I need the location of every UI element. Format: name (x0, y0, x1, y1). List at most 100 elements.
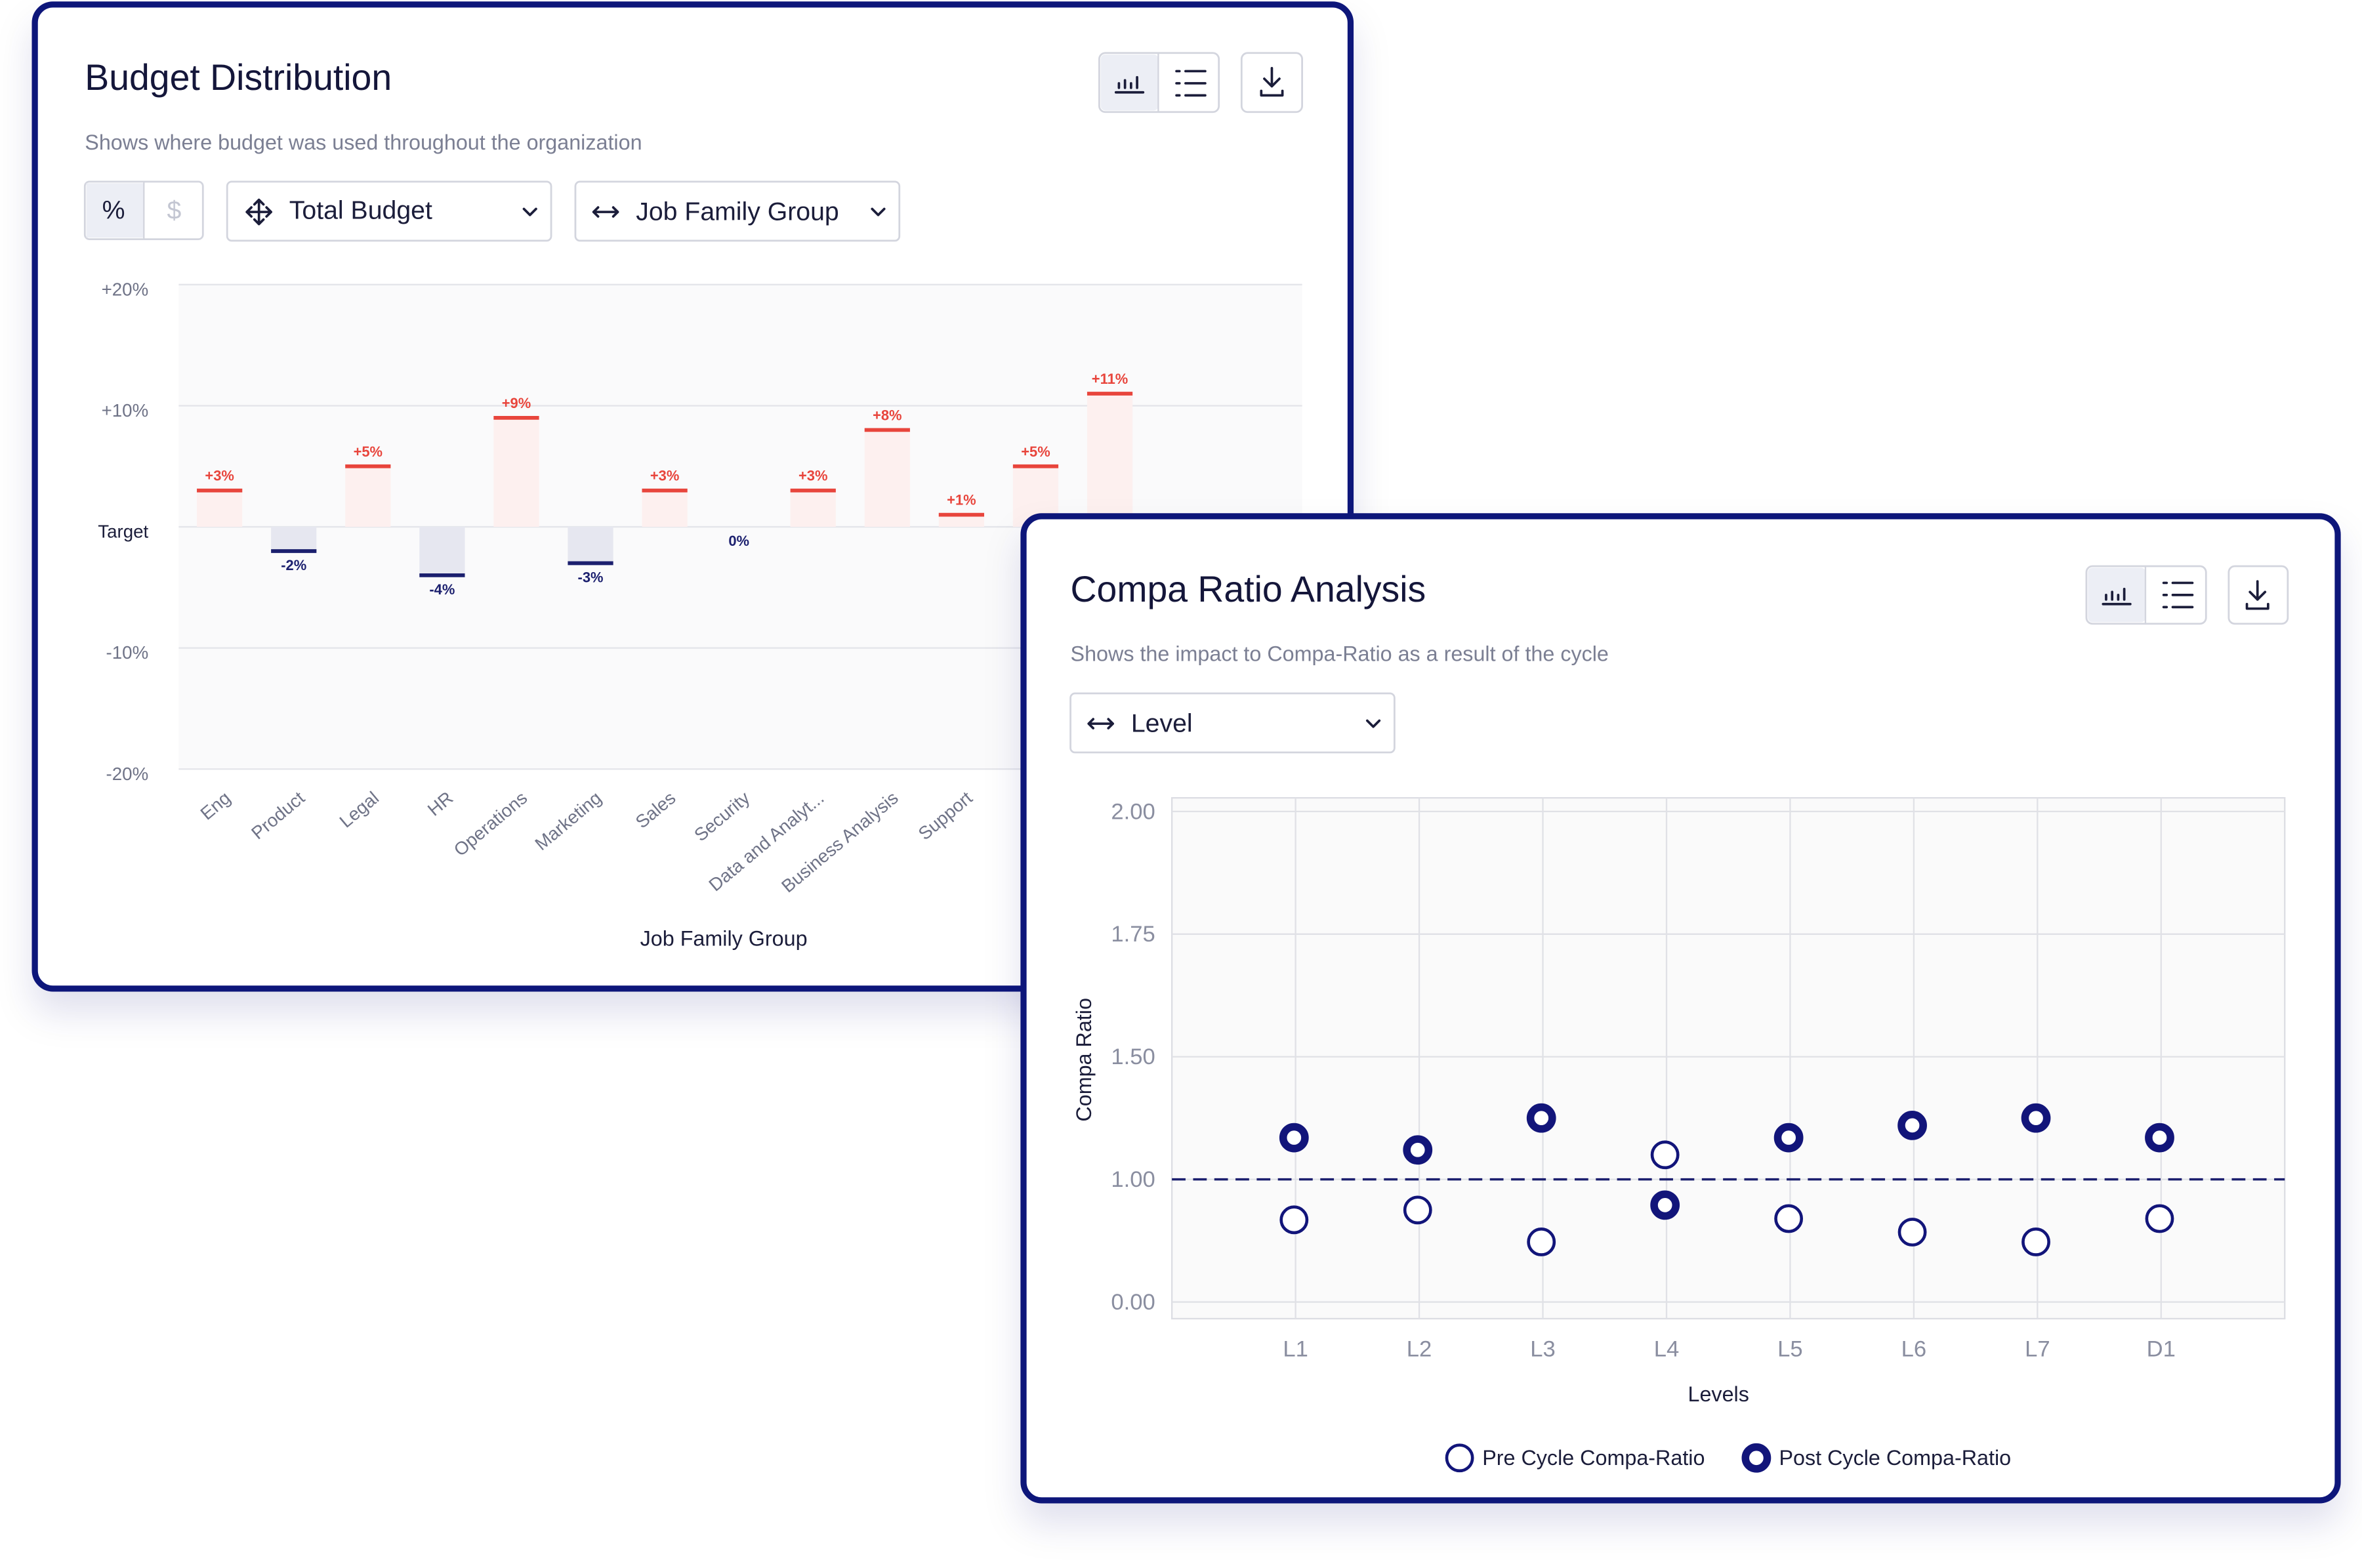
chevron (522, 207, 537, 217)
point (1774, 1204, 1804, 1233)
bar (938, 514, 985, 527)
point (2021, 1228, 2050, 1256)
y-tick-label: 0.00 (1111, 1290, 1155, 1315)
x-tick-label: D1 (2147, 1337, 2176, 1362)
x-axis-title: Job Family Group (640, 927, 808, 951)
value-label: +3% (798, 468, 827, 484)
value-label: -3% (578, 569, 604, 585)
y-tick-label: 1.00 (1111, 1167, 1155, 1192)
compa-plot: 0.00 1.00 1.50 1.75 2.00 L1 L2 L3 L4 L5 L6 L7 D1 (1111, 798, 2285, 1362)
point (1897, 1111, 1927, 1140)
dropdown-frame[interactable] (1069, 692, 1396, 754)
point (1526, 1103, 1556, 1133)
bar (271, 527, 317, 551)
bar (493, 417, 539, 527)
y-tick-label: 1.75 (1111, 922, 1155, 947)
dropdown-value[interactable]: Level (1131, 709, 1193, 738)
value-label: +11% (1092, 371, 1128, 387)
y-tick-label: -10% (106, 642, 149, 663)
legend-label: Pre Cycle Compa-Ratio (1482, 1446, 1705, 1470)
point (1650, 1190, 1680, 1220)
toggle-active[interactable] (1100, 54, 1159, 111)
value-label: -2% (281, 557, 306, 573)
value-label: 0% (728, 533, 749, 549)
download-button[interactable] (2227, 565, 2289, 625)
list-icon[interactable] (1175, 70, 1207, 97)
x-tick-label: L3 (1530, 1337, 1556, 1362)
x-tick-label: L1 (1283, 1337, 1308, 1362)
x-tick-label: L7 (2025, 1337, 2050, 1362)
dropdown-value[interactable]: Total Budget (289, 196, 432, 224)
point (1527, 1228, 1556, 1256)
bar (419, 527, 465, 575)
level-dropdown[interactable]: Level (1069, 692, 1396, 754)
y-tick-label: 1.50 (1111, 1044, 1155, 1069)
toggle-active[interactable] (86, 183, 144, 238)
bar (642, 490, 688, 527)
bar (1087, 393, 1133, 527)
value-label: +5% (1021, 444, 1050, 460)
download-icon (1260, 66, 1284, 97)
bar (345, 466, 391, 527)
value-label: +3% (650, 468, 679, 484)
chevron (871, 207, 886, 217)
point (1897, 1218, 1927, 1247)
point (2145, 1204, 2174, 1233)
value-label: +3% (205, 468, 234, 484)
unit-option[interactable]: % (102, 196, 125, 224)
x-tick-label: L6 (1901, 1337, 1927, 1362)
y-tick-label: 2.00 (1111, 799, 1155, 824)
list-icon[interactable] (2162, 581, 2194, 609)
dropdown-value[interactable]: Job Family Group (636, 197, 839, 226)
card-subtitle: Shows where budget was used throughout t… (85, 131, 642, 154)
download-icon (2245, 580, 2269, 610)
unit-option[interactable]: $ (167, 196, 182, 224)
toggle-active[interactable] (2088, 567, 2145, 623)
dropdown-frame[interactable] (226, 180, 552, 242)
dropdown-frame[interactable] (574, 180, 901, 242)
move-icon (245, 198, 272, 226)
chevron (1365, 719, 1381, 728)
point (1403, 1195, 1432, 1225)
bar-icon (2102, 587, 2132, 606)
horizontal-arrow-icon (592, 206, 619, 218)
card-title: Compa Ratio Analysis (1071, 569, 1426, 609)
x-tick-label: L5 (1777, 1337, 1802, 1362)
y-tick-label: Target (98, 522, 148, 542)
bar-icon (1114, 75, 1145, 94)
download-button[interactable] (1240, 52, 1303, 113)
value-label: +5% (354, 444, 383, 460)
point (1650, 1140, 1680, 1170)
x-tick-label: L4 (1654, 1337, 1680, 1362)
point (1773, 1123, 1804, 1153)
card-title: Budget Distribution (85, 57, 392, 98)
compa-card: Compa Ratio Analysis Shows the impact to… (1020, 513, 2341, 1504)
point (1403, 1135, 1433, 1165)
value-label: +1% (947, 492, 976, 508)
y-tick-label: +20% (102, 279, 149, 299)
plot-background (1171, 796, 2286, 1320)
legend-label: Post Cycle Compa-Ratio (1779, 1446, 2012, 1470)
bar (790, 490, 836, 527)
x-axis-title: Levels (1688, 1382, 1749, 1406)
point (2145, 1123, 2174, 1153)
unit-toggle[interactable]: % $ (83, 180, 204, 240)
view-toggle[interactable] (2085, 565, 2207, 625)
point (1279, 1123, 1309, 1153)
measure-dropdown[interactable]: Total Budget (226, 180, 552, 242)
view-toggle[interactable] (1098, 52, 1220, 113)
legend: Pre Cycle Compa-Ratio Post Cycle Compa-Ra… (1445, 1443, 2012, 1473)
legend-marker (1741, 1443, 1772, 1473)
bar (864, 430, 910, 527)
point (2021, 1103, 2051, 1133)
y-tick-label: +10% (102, 400, 149, 421)
card-subtitle: Shows the impact to Compa-Ratio as a res… (1071, 642, 1609, 666)
legend-marker (1445, 1443, 1474, 1473)
bar (197, 490, 243, 527)
y-axis-title: Compa Ratio (1072, 998, 1096, 1121)
x-tick-label: L2 (1407, 1337, 1432, 1362)
bar (568, 527, 613, 564)
group-dropdown[interactable]: Job Family Group (574, 180, 901, 242)
